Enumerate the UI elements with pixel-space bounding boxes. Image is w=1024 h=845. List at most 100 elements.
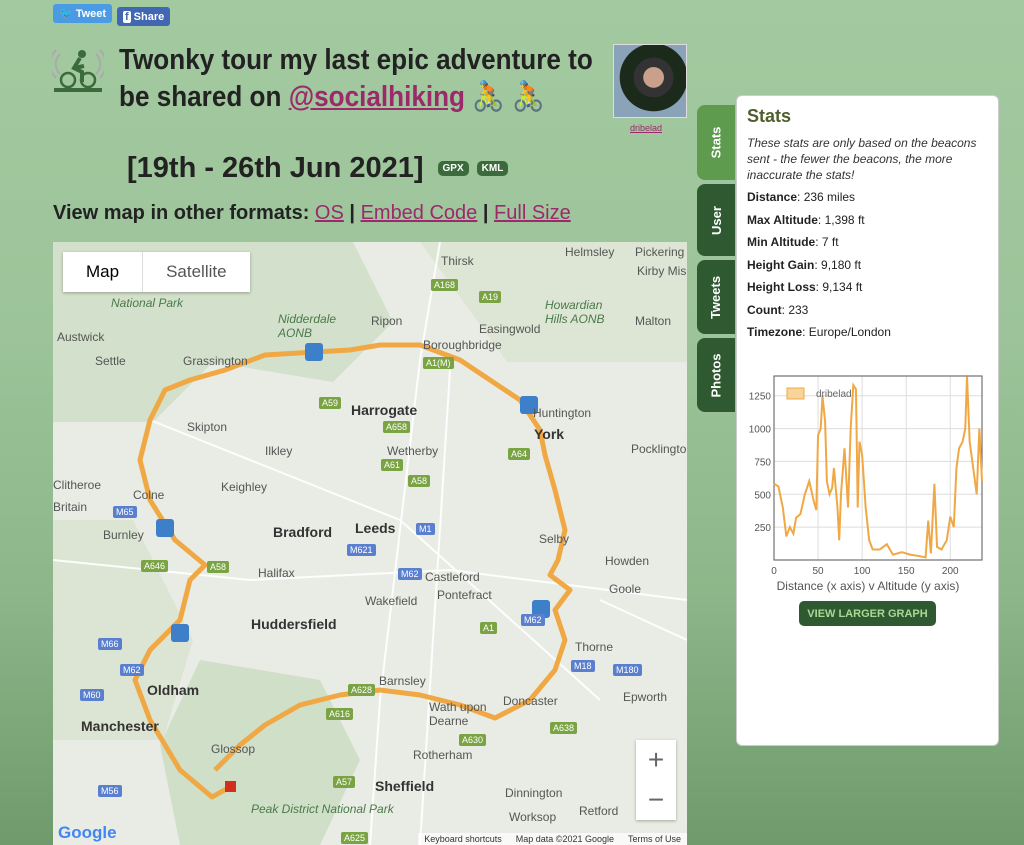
y-tick-label: 250	[754, 523, 771, 534]
username-link[interactable]: dribelad	[630, 123, 663, 133]
stat-value: 9,134 ft	[822, 280, 863, 294]
map[interactable]: National Park Thirsk Helmsley Pickering Kirb…	[53, 242, 687, 845]
x-tick-label: 100	[854, 566, 871, 577]
road-label: A58	[207, 561, 230, 573]
facebook-icon: f	[123, 10, 131, 23]
tweet-marker-icon	[305, 343, 323, 361]
place-label: Dinnington	[505, 786, 563, 800]
google-logo: Google	[58, 823, 117, 842]
road-label: M621	[347, 544, 376, 556]
avatar[interactable]	[613, 44, 687, 118]
place-label: Austwick	[57, 330, 105, 344]
terms-link[interactable]: Terms of Use	[627, 834, 681, 844]
full-size-link[interactable]: Full Size	[494, 202, 571, 224]
map-attribution: Keyboard shortcuts Map data ©2021 Google…	[418, 833, 687, 845]
tweet-marker-icon	[532, 600, 550, 618]
place-label: Selby	[539, 532, 570, 546]
road-label: A59	[319, 397, 342, 409]
road-label: A628	[348, 684, 376, 696]
place-label: Boroughbridge	[423, 338, 502, 352]
place-label: Doncaster	[503, 694, 558, 708]
road-label: A646	[141, 560, 169, 572]
place-label: Huntington	[533, 406, 592, 420]
place-label: Ripon	[371, 314, 403, 328]
legend-swatch	[786, 387, 805, 400]
embed-code-link[interactable]: Embed Code	[360, 202, 478, 224]
keyboard-shortcuts-link[interactable]: Keyboard shortcuts	[424, 834, 502, 844]
trip-dates: [19th - 26th Jun 2021] GPX KML	[127, 152, 509, 185]
satellite-button[interactable]: Satellite	[166, 262, 227, 281]
stat-label: Max Altitude	[747, 212, 818, 227]
place-label: Grassington	[183, 354, 248, 368]
place-label: Pocklington	[631, 442, 687, 456]
place-label: Rotherham	[413, 748, 473, 762]
page-title: Twonky tour my last epic adventure to be…	[119, 44, 593, 113]
stat-value: Europe/London	[808, 325, 891, 339]
stat-value: 236 miles	[803, 190, 856, 204]
road-label: M62	[398, 568, 422, 580]
road-label: M180	[613, 664, 642, 676]
road-label: A658	[383, 421, 411, 433]
socialhiking-link[interactable]: @socialhiking	[288, 81, 465, 113]
tweet-button[interactable]: 🐦 Tweet	[53, 4, 113, 23]
place-label: Halifax	[258, 566, 295, 580]
map-button[interactable]: Map	[63, 252, 144, 292]
road-label: A616	[326, 708, 354, 720]
photo-marker-icon	[156, 519, 174, 537]
road-label: M56	[98, 785, 122, 797]
map-canvas	[53, 242, 687, 845]
stat-label: Timezone	[747, 325, 803, 339]
place-label: Burnley	[103, 528, 144, 542]
place-label: Goole	[609, 582, 642, 596]
y-tick-label: 500	[754, 490, 771, 501]
os-link[interactable]: OS	[314, 202, 344, 224]
legend-label: dribelad	[816, 389, 852, 400]
map-type-control: Map Satellite	[63, 252, 250, 292]
stat-label: Height Gain	[747, 257, 815, 272]
x-tick-label: 50	[813, 566, 825, 577]
place-label: Sheffield	[375, 778, 435, 794]
road-label: A57	[333, 776, 356, 788]
road-label: A625	[341, 832, 369, 844]
view-larger-graph-button[interactable]: VIEW LARGER GRAPH	[799, 601, 936, 626]
place-label: Wath upon Dearne	[429, 700, 487, 728]
altitude-chart: 0 50 100 150 200 250 500 750 1000 1250 dribelad Dis…	[749, 375, 983, 593]
tab-user[interactable]: User	[697, 184, 735, 256]
tab-stats[interactable]: Stats	[697, 105, 735, 180]
stat-label: Height Loss	[747, 280, 816, 294]
road-label: A1	[480, 622, 498, 634]
series-line-dribelad	[773, 376, 983, 559]
place-label: Retford	[579, 804, 619, 818]
x-tick-label: 150	[898, 566, 915, 577]
road-label: M1	[416, 523, 435, 535]
y-tick-label: 750	[754, 457, 771, 468]
tab-photos[interactable]: Photos	[697, 338, 735, 412]
road-label: A630	[459, 734, 487, 746]
plot-frame	[773, 375, 983, 561]
place-label: Ilkley	[265, 444, 293, 458]
place-label: Oldham	[147, 682, 200, 698]
stat-height-loss: Height Loss: 9,134 ft	[747, 280, 863, 294]
place-label: Leeds	[355, 520, 396, 536]
place-label: Huddersfield	[251, 616, 337, 632]
place-label: Manchester	[81, 718, 159, 734]
place-label: Howden	[605, 554, 650, 568]
stat-height-gain: Height Gain: 9,180 ft	[747, 257, 862, 272]
stat-max-altitude: Max Altitude: 1,398 ft	[747, 212, 865, 227]
tweet-marker-icon	[520, 396, 538, 414]
stats-title: Stats	[747, 106, 792, 126]
facebook-share-button[interactable]: f Share	[117, 7, 171, 26]
zoom-out-button[interactable]: −	[647, 784, 665, 815]
place-label: Castleford	[425, 570, 480, 584]
tab-tweets[interactable]: Tweets	[697, 260, 735, 334]
place-label: Clitheroe	[53, 478, 102, 492]
kml-download[interactable]: KML	[476, 161, 509, 176]
place-label: Keighley	[221, 480, 268, 494]
road-label: M60	[80, 689, 104, 701]
y-tick-label: 1250	[749, 392, 772, 403]
x-tick-label: 0	[771, 566, 777, 577]
place-label: Worksop	[509, 810, 557, 824]
zoom-in-button[interactable]: +	[647, 744, 665, 775]
gpx-download[interactable]: GPX	[437, 161, 469, 176]
place-label: Nidderdale AONB	[278, 312, 337, 340]
